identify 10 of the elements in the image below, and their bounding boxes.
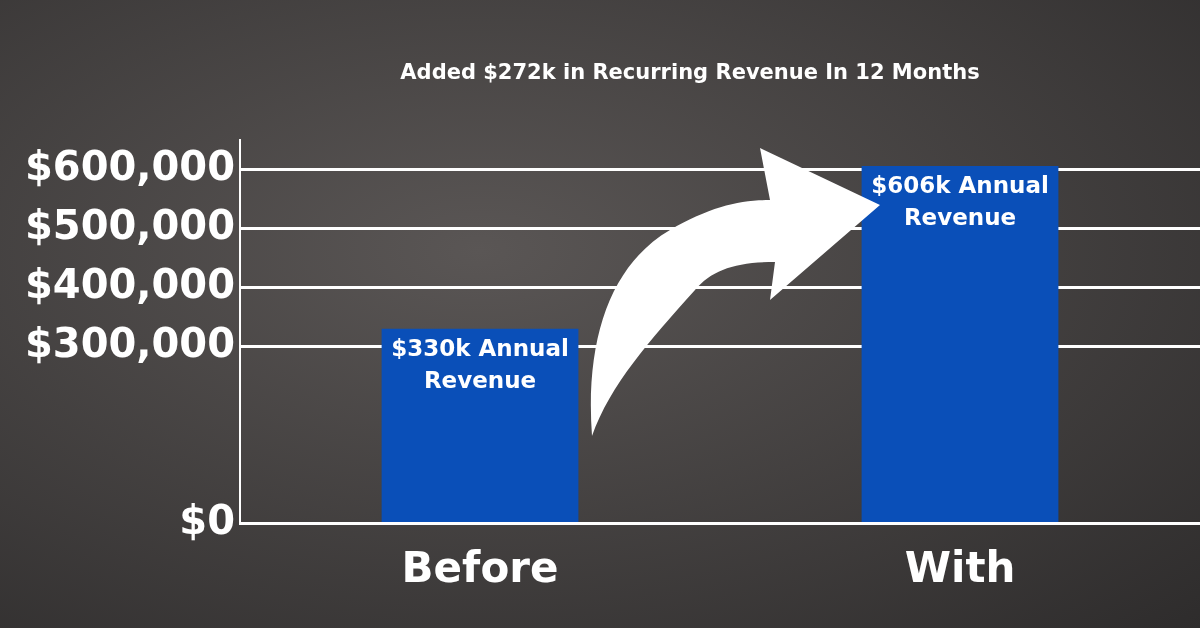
y-tick-label: $0 [179,496,236,543]
y-tick-label: $600,000 [24,142,236,189]
data-label: $330k Annual Revenue [391,335,569,394]
chart-title: Added $272k in Recurring Revenue In 12 Months [399,60,981,84]
x-tick-label: Before [401,542,559,592]
y-tick-label: $400,000 [24,260,236,307]
data-label: $606k Annual Revenue [871,172,1049,231]
y-tick-label: $500,000 [24,201,236,248]
y-tick-label: $300,000 [24,319,236,366]
x-tick-label: With [904,542,1016,592]
